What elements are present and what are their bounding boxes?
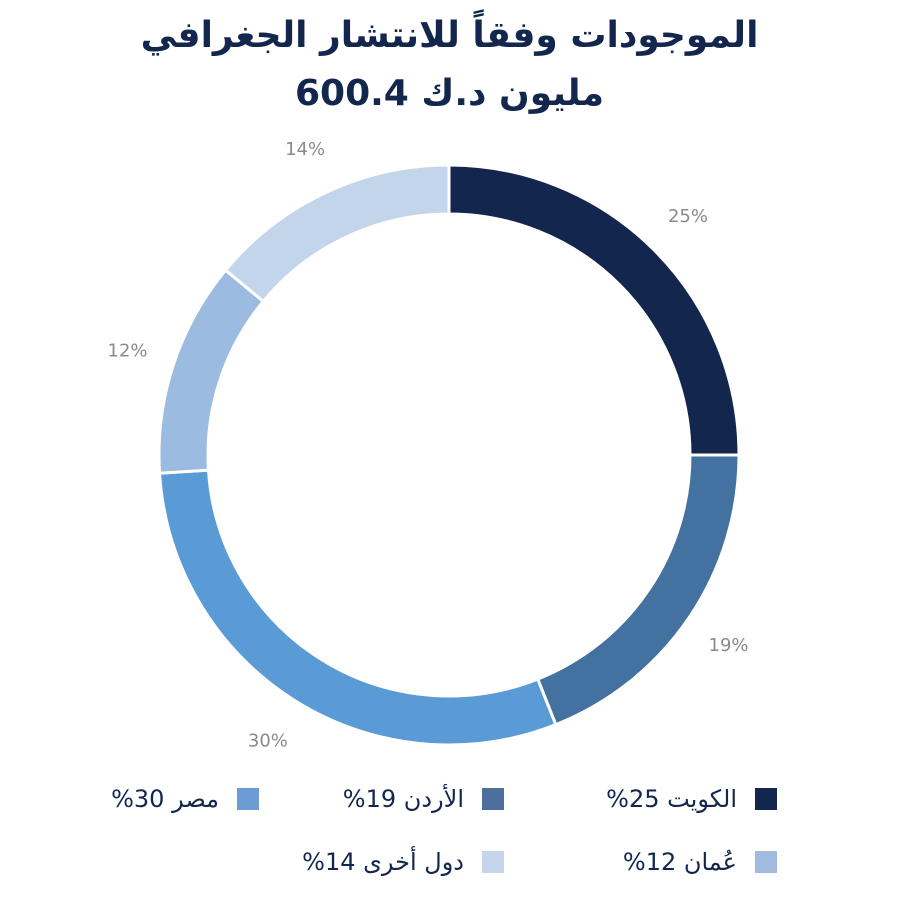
legend-swatch bbox=[482, 851, 504, 873]
legend-label: عُمان 12% bbox=[622, 848, 737, 876]
legend-label: مصر 30% bbox=[111, 785, 219, 813]
legend-swatch bbox=[755, 788, 777, 810]
slice-percent-label: 14% bbox=[285, 139, 325, 160]
legend-item-egypt: مصر 30% bbox=[9, 785, 259, 813]
legend-item-kuwait: الكويت 25% bbox=[477, 785, 777, 813]
slice-percent-label: 12% bbox=[108, 341, 148, 362]
legend-label: الكويت 25% bbox=[606, 785, 737, 813]
legend-label: دول أخرى 14% bbox=[302, 848, 464, 876]
donut-slice bbox=[157, 468, 558, 747]
chart-subtitle: 600.4 مليون د.ك bbox=[294, 73, 605, 114]
legend-swatch bbox=[482, 788, 504, 810]
donut-slice bbox=[157, 268, 266, 475]
slice-percent-label: 19% bbox=[709, 635, 749, 656]
legend-item-others: دول أخرى 14% bbox=[204, 848, 504, 876]
legend-label: الأردن 19% bbox=[342, 785, 464, 813]
chart-title: الموجودات وفقاً للانتشار الجغرافي bbox=[140, 15, 759, 56]
slice-percent-label: 30% bbox=[248, 730, 288, 751]
legend-item-oman: عُمان 12% bbox=[477, 848, 777, 876]
donut-slice bbox=[223, 163, 451, 304]
donut-slice bbox=[535, 453, 741, 727]
legend-item-jordan: الأردن 19% bbox=[204, 785, 504, 813]
slice-percent-label: 25% bbox=[668, 206, 708, 227]
legend-swatch bbox=[755, 851, 777, 873]
legend-swatch bbox=[237, 788, 259, 810]
